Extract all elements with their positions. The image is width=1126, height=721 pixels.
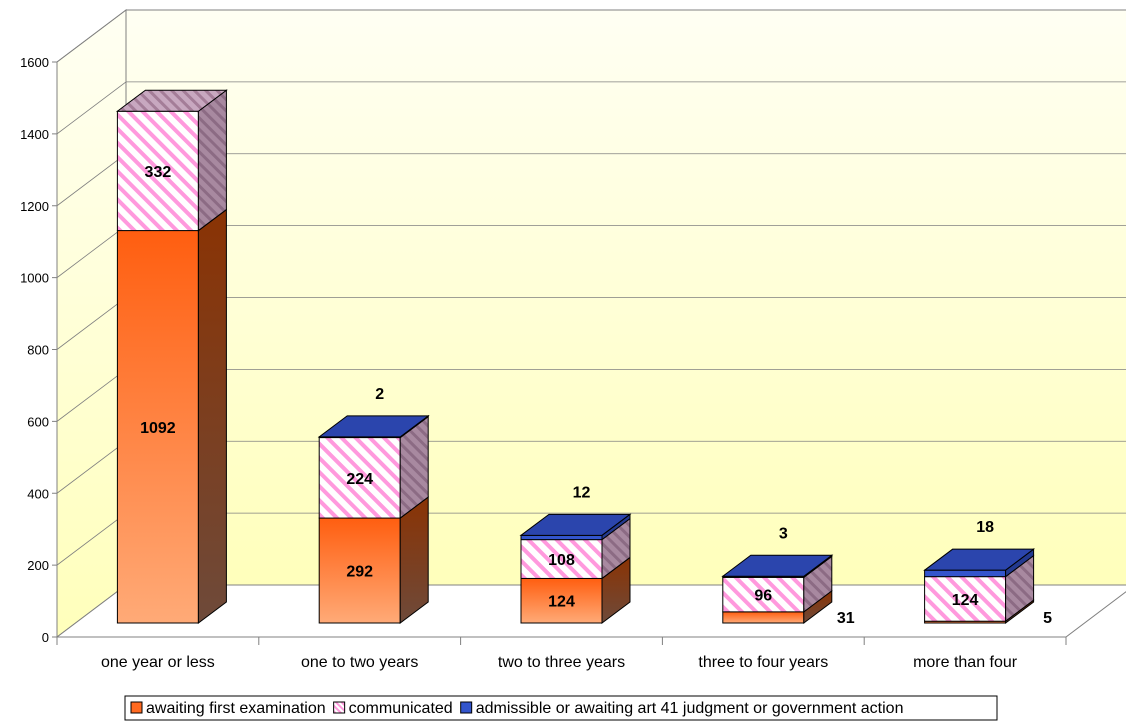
data-label: 96 bbox=[754, 588, 772, 605]
y-tick-label: 1400 bbox=[20, 127, 49, 142]
bar-segment-0 bbox=[520, 577, 603, 624]
legend-swatch-1 bbox=[333, 701, 346, 714]
data-label: 5 bbox=[1043, 610, 1052, 627]
bar-top bbox=[721, 554, 834, 577]
bar-segment-1 bbox=[924, 576, 1007, 622]
data-label: 2 bbox=[375, 386, 384, 403]
data-label: 31 bbox=[837, 610, 855, 627]
legend-swatch-0 bbox=[130, 701, 143, 714]
y-axis-ticks: 0 200 400 600 800 1000 1200 1400 1600 bbox=[20, 55, 57, 645]
y-tick-label: 0 bbox=[42, 630, 49, 645]
legend: awaiting first examination communicated ad… bbox=[124, 695, 998, 721]
gridline bbox=[56, 9, 1126, 63]
x-category-label: one to two years bbox=[301, 654, 418, 671]
bar-stack bbox=[721, 554, 834, 624]
x-category-label: more than four bbox=[913, 654, 1018, 671]
bar-segment-1 bbox=[520, 539, 603, 579]
bar-top bbox=[317, 415, 430, 438]
data-label: 224 bbox=[346, 471, 373, 488]
data-label: 292 bbox=[346, 564, 373, 581]
bar-segment-1 bbox=[116, 110, 199, 232]
y-tick-label: 600 bbox=[27, 414, 49, 429]
x-axis-categories: one year or less one to two years two to t… bbox=[56, 637, 1067, 671]
y-tick-label: 400 bbox=[27, 486, 49, 501]
data-label: 12 bbox=[573, 484, 591, 501]
x-category-label: two to three years bbox=[498, 654, 625, 671]
bar-segment-0 bbox=[722, 611, 805, 624]
y-tick-label: 1000 bbox=[20, 271, 49, 286]
bar-segment-1 bbox=[318, 437, 401, 519]
y-tick-label: 200 bbox=[27, 558, 49, 573]
data-labels: 1092 332 292 224 2 124 108 12 31 96 3 5 124 18 bbox=[140, 164, 1052, 627]
bar-stack bbox=[519, 513, 632, 624]
legend-label-0: awaiting first examination bbox=[146, 700, 326, 717]
legend-label-2: admissible or awaiting art 41 judgment o… bbox=[476, 700, 904, 717]
data-label: 108 bbox=[548, 552, 575, 569]
bars bbox=[115, 89, 1036, 624]
bar-stack bbox=[115, 89, 228, 624]
bar-segment-0 bbox=[116, 230, 199, 624]
gridline bbox=[56, 81, 1126, 135]
data-label: 3 bbox=[779, 525, 788, 542]
bar-stack bbox=[317, 414, 430, 624]
bar-top bbox=[115, 89, 228, 112]
y-tick-label: 800 bbox=[27, 343, 49, 358]
data-label: 124 bbox=[952, 592, 979, 609]
y-tick-label: 1600 bbox=[20, 55, 49, 70]
x-category-label: three to four years bbox=[698, 654, 828, 671]
data-label: 332 bbox=[145, 164, 172, 181]
data-label: 18 bbox=[976, 519, 994, 536]
legend-label-1: communicated bbox=[349, 700, 453, 717]
data-label: 124 bbox=[548, 594, 575, 611]
bar-stack bbox=[923, 548, 1036, 624]
bar-top bbox=[519, 513, 632, 536]
bar-top bbox=[923, 548, 1036, 571]
y-tick-label: 1200 bbox=[20, 199, 49, 214]
legend-swatch-2 bbox=[460, 701, 473, 714]
legend-box bbox=[124, 695, 998, 721]
bar-segment-0 bbox=[318, 517, 401, 624]
bar-segment-2 bbox=[520, 534, 603, 541]
bar-side-0 bbox=[399, 496, 429, 624]
bar-side-1 bbox=[197, 89, 227, 232]
data-label: 1092 bbox=[140, 420, 176, 437]
bar-segment-2 bbox=[924, 569, 1007, 578]
bar-side-0 bbox=[197, 208, 227, 624]
x-category-label: one year or less bbox=[101, 654, 215, 671]
bar-segment-1 bbox=[722, 576, 805, 613]
